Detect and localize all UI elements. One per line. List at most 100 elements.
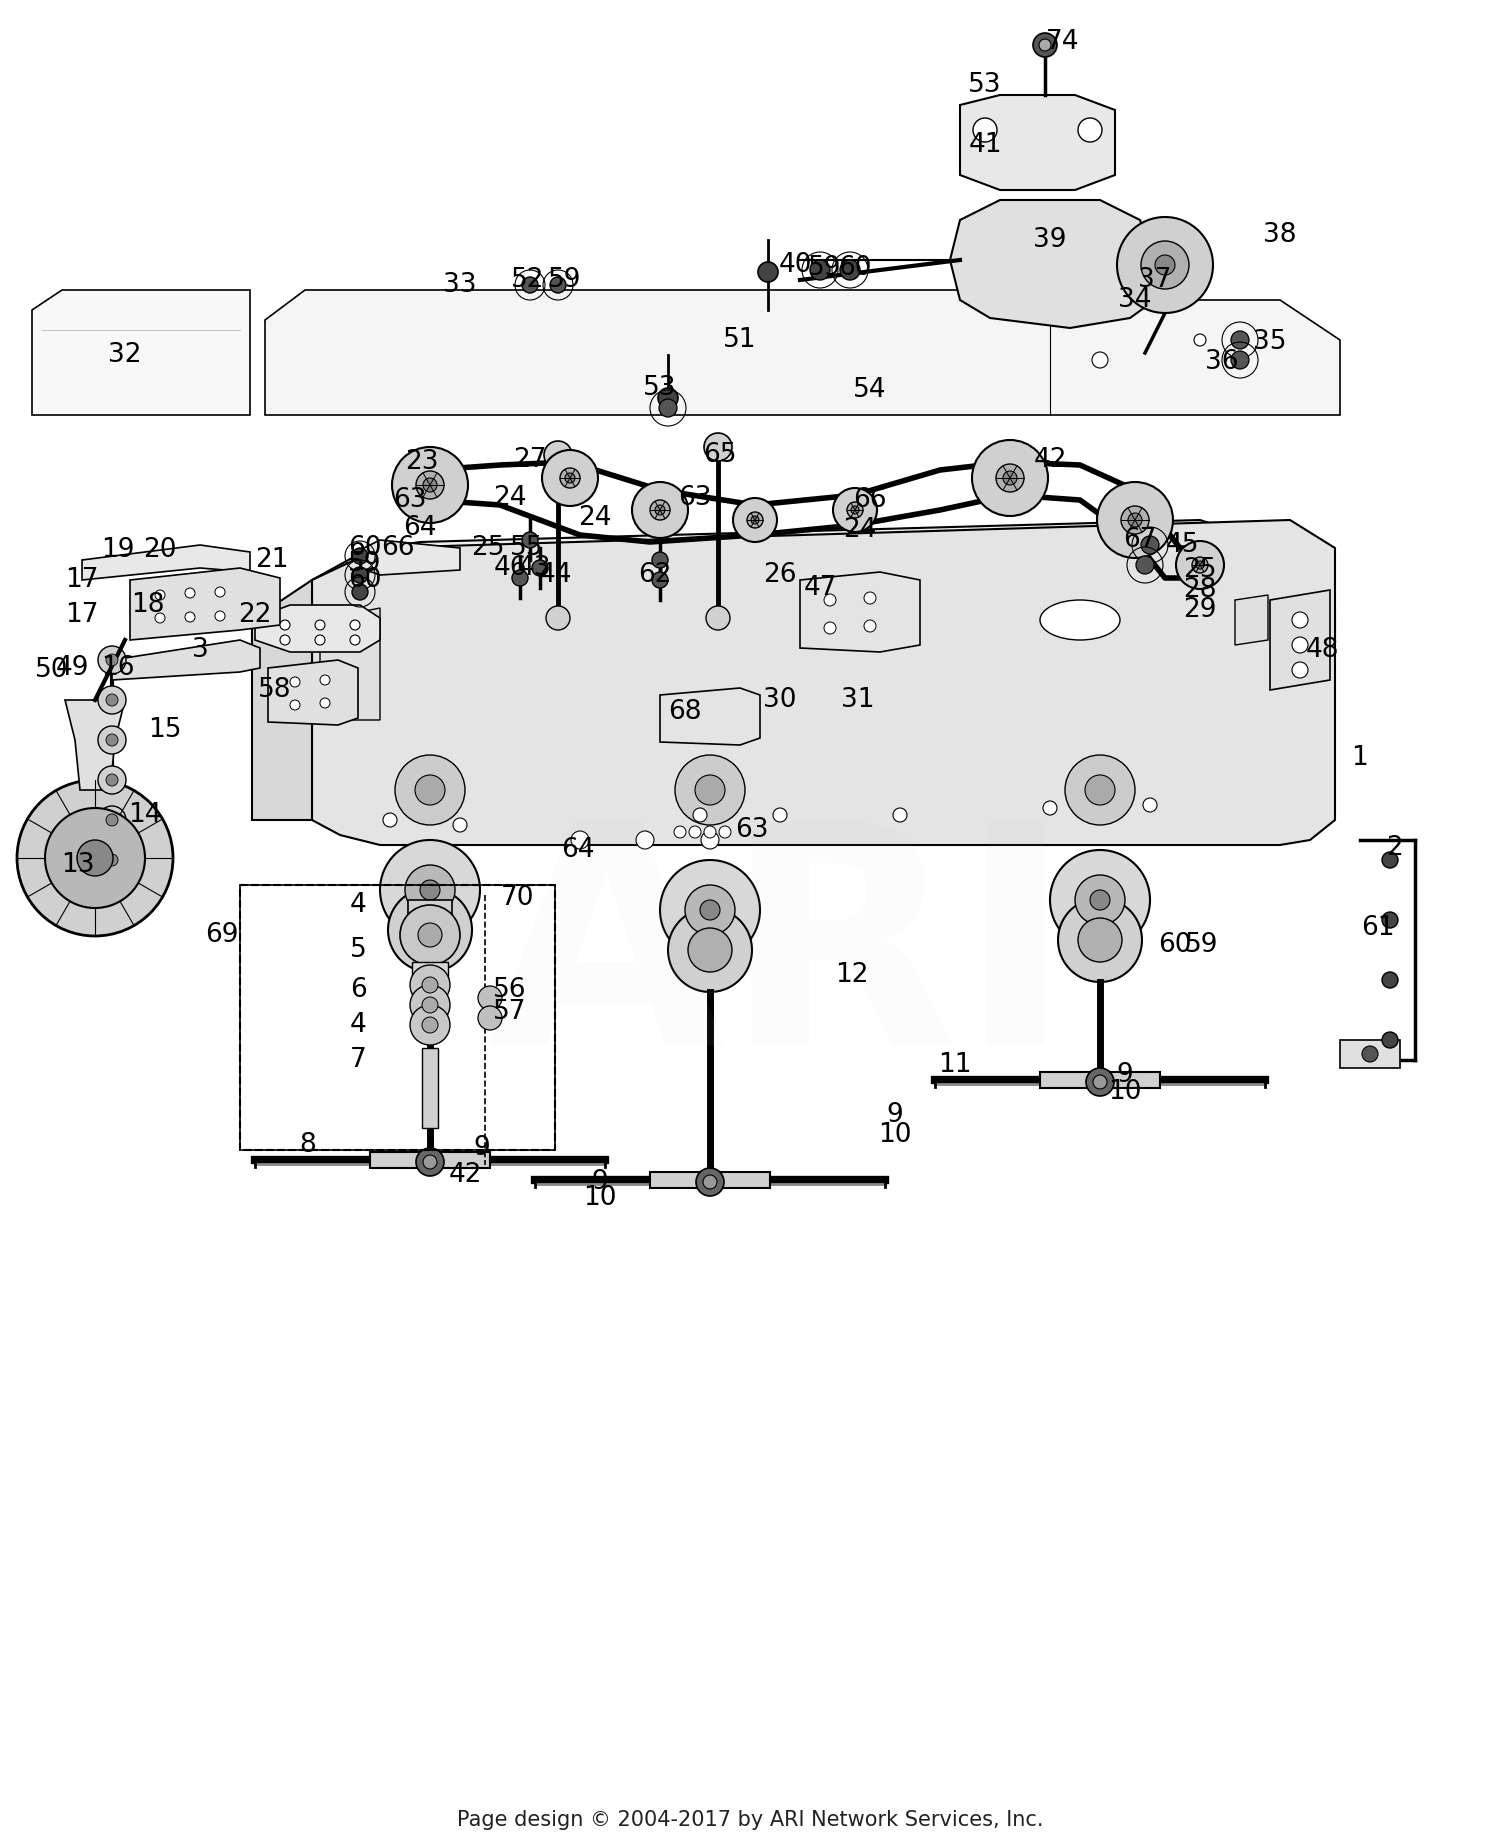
Text: 39: 39	[1034, 227, 1066, 253]
Text: 10: 10	[1108, 1079, 1142, 1105]
Text: 17: 17	[66, 602, 99, 628]
Text: 44: 44	[538, 562, 572, 588]
Circle shape	[1382, 852, 1398, 869]
Circle shape	[704, 826, 716, 837]
Circle shape	[1092, 351, 1108, 368]
Circle shape	[98, 686, 126, 713]
Text: 4: 4	[350, 1013, 366, 1039]
Polygon shape	[255, 604, 380, 652]
Text: 60: 60	[348, 567, 381, 593]
Circle shape	[380, 841, 480, 941]
Polygon shape	[800, 573, 920, 652]
Text: 53: 53	[969, 72, 1002, 98]
Circle shape	[660, 859, 760, 959]
Circle shape	[1078, 918, 1122, 963]
Circle shape	[98, 726, 126, 754]
Text: 60: 60	[348, 536, 381, 562]
Circle shape	[410, 985, 450, 1026]
Circle shape	[1292, 638, 1308, 652]
Circle shape	[76, 841, 112, 876]
Circle shape	[810, 261, 830, 281]
Text: 63: 63	[393, 488, 426, 514]
Circle shape	[704, 432, 732, 460]
Circle shape	[675, 756, 746, 824]
Circle shape	[478, 987, 502, 1011]
Text: 35: 35	[1254, 329, 1287, 355]
Circle shape	[1192, 556, 1208, 573]
Circle shape	[686, 885, 735, 935]
Circle shape	[656, 505, 664, 516]
Circle shape	[106, 774, 118, 785]
Text: 24: 24	[494, 484, 526, 512]
Text: 21: 21	[255, 547, 288, 573]
Circle shape	[315, 636, 326, 645]
Circle shape	[688, 928, 732, 972]
Circle shape	[1034, 33, 1058, 57]
Circle shape	[388, 889, 472, 972]
Circle shape	[824, 623, 836, 634]
Polygon shape	[82, 545, 251, 580]
Circle shape	[420, 880, 440, 900]
Circle shape	[512, 569, 528, 586]
Circle shape	[847, 503, 862, 517]
Bar	[1040, 1072, 1160, 1088]
Circle shape	[350, 619, 360, 630]
Circle shape	[352, 567, 368, 582]
Circle shape	[694, 774, 724, 806]
Circle shape	[1096, 482, 1173, 558]
Text: 17: 17	[66, 567, 99, 593]
Circle shape	[416, 774, 446, 806]
Circle shape	[184, 588, 195, 599]
Circle shape	[850, 506, 859, 514]
Polygon shape	[1270, 590, 1330, 689]
Text: 64: 64	[404, 516, 436, 541]
Circle shape	[658, 388, 678, 408]
Text: 27: 27	[513, 447, 546, 473]
Circle shape	[98, 647, 126, 675]
Circle shape	[453, 819, 466, 832]
Polygon shape	[1234, 595, 1268, 645]
Circle shape	[1155, 255, 1174, 275]
Text: 63: 63	[735, 817, 768, 843]
Circle shape	[419, 922, 442, 946]
Bar	[370, 1151, 490, 1168]
Circle shape	[704, 1175, 717, 1188]
Text: 65: 65	[704, 442, 736, 468]
Circle shape	[154, 614, 165, 623]
Text: 74: 74	[1047, 30, 1080, 55]
Circle shape	[522, 277, 538, 294]
Circle shape	[214, 588, 225, 597]
Circle shape	[352, 549, 368, 564]
Text: 20: 20	[144, 538, 177, 564]
Text: 29: 29	[1184, 597, 1216, 623]
Text: 3: 3	[192, 638, 208, 663]
Circle shape	[1232, 351, 1250, 370]
Circle shape	[652, 553, 668, 567]
Circle shape	[350, 636, 360, 645]
Text: 14: 14	[128, 802, 162, 828]
Circle shape	[280, 619, 290, 630]
Circle shape	[405, 865, 454, 915]
Text: 52: 52	[512, 266, 544, 294]
Circle shape	[1090, 891, 1110, 909]
Circle shape	[972, 440, 1048, 516]
Circle shape	[560, 468, 580, 488]
Text: 8: 8	[300, 1133, 316, 1159]
Circle shape	[184, 612, 195, 623]
Bar	[422, 1048, 438, 1127]
Circle shape	[1118, 216, 1214, 312]
Text: 42: 42	[1034, 447, 1066, 473]
Circle shape	[1058, 898, 1142, 981]
Circle shape	[1382, 1031, 1398, 1048]
Bar	[413, 963, 448, 981]
Text: 57: 57	[494, 1000, 526, 1026]
Polygon shape	[660, 687, 760, 745]
Text: 42: 42	[448, 1162, 482, 1188]
Text: 18: 18	[132, 591, 165, 617]
Polygon shape	[112, 639, 260, 680]
Text: 19: 19	[102, 538, 135, 564]
Text: 25: 25	[471, 536, 504, 562]
Circle shape	[632, 482, 688, 538]
Circle shape	[758, 262, 778, 283]
Circle shape	[718, 826, 730, 837]
